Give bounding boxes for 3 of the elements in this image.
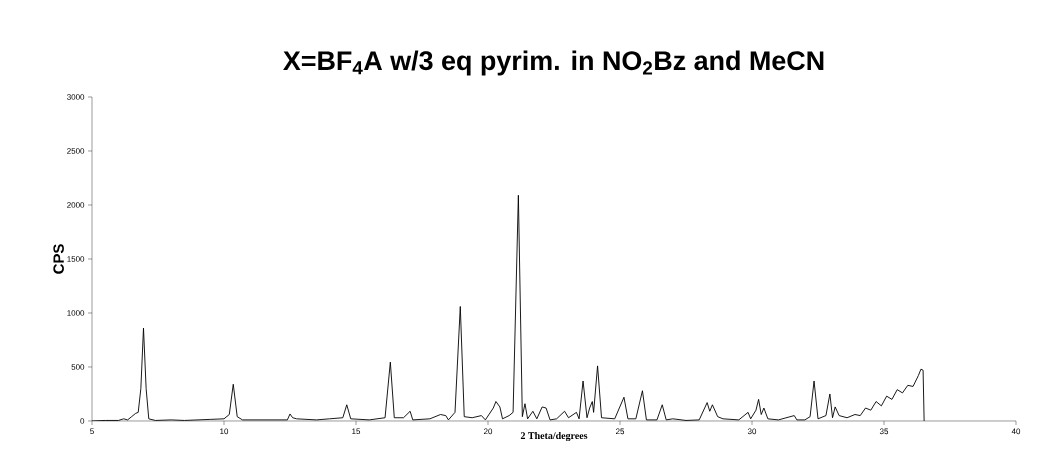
x-axis-title: 2 Theta/degrees — [520, 431, 588, 442]
chart-title: X=BF$_{4}$A w/3 eq pyrim. in NO$_{2}$Bz and MeCN — [283, 50, 824, 76]
y-axis-title: CPS — [53, 244, 64, 274]
